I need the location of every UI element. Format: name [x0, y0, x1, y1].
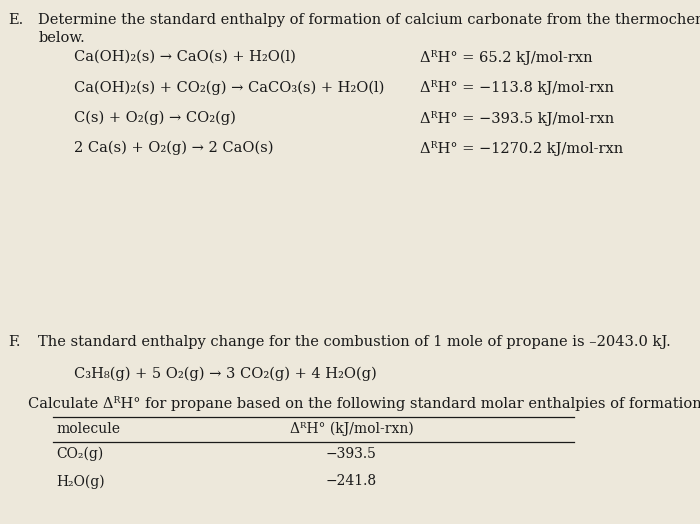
Text: molecule: molecule — [56, 422, 120, 436]
Text: Ca(OH)₂(s) → CaO(s) + H₂O(l): Ca(OH)₂(s) → CaO(s) + H₂O(l) — [74, 50, 295, 64]
Text: C(s) + O₂(g) → CO₂(g): C(s) + O₂(g) → CO₂(g) — [74, 111, 235, 125]
Text: Ca(OH)₂(s) + CO₂(g) → CaCO₃(s) + H₂O(l): Ca(OH)₂(s) + CO₂(g) → CaCO₃(s) + H₂O(l) — [74, 80, 384, 94]
Text: ΔᴿH° (kJ/mol-rxn): ΔᴿH° (kJ/mol-rxn) — [290, 422, 414, 436]
Text: H₂O(g): H₂O(g) — [56, 474, 104, 488]
Text: −393.5: −393.5 — [326, 447, 377, 461]
Text: C₃H₈(g) + 5 O₂(g) → 3 CO₂(g) + 4 H₂O(g): C₃H₈(g) + 5 O₂(g) → 3 CO₂(g) + 4 H₂O(g) — [74, 367, 377, 381]
Text: −241.8: −241.8 — [326, 474, 377, 488]
Text: CO₂(g): CO₂(g) — [56, 447, 104, 461]
Text: below.: below. — [38, 31, 85, 46]
Text: Determine the standard enthalpy of formation of calcium carbonate from the therm: Determine the standard enthalpy of forma… — [38, 13, 700, 27]
Text: Calculate ΔᴿH° for propane based on the following standard molar enthalpies of f: Calculate ΔᴿH° for propane based on the … — [28, 396, 700, 411]
Text: 2 Ca(s) + O₂(g) → 2 CaO(s): 2 Ca(s) + O₂(g) → 2 CaO(s) — [74, 141, 273, 155]
Text: F.: F. — [8, 335, 21, 350]
Text: The standard enthalpy change for the combustion of 1 mole of propane is –2043.0 : The standard enthalpy change for the com… — [38, 335, 671, 350]
Text: ΔᴿH° = 65.2 kJ/mol-rxn: ΔᴿH° = 65.2 kJ/mol-rxn — [420, 50, 593, 65]
Text: ΔᴿH° = −1270.2 kJ/mol-rxn: ΔᴿH° = −1270.2 kJ/mol-rxn — [420, 141, 623, 156]
Text: E.: E. — [8, 13, 24, 27]
Text: ΔᴿH° = −113.8 kJ/mol-rxn: ΔᴿH° = −113.8 kJ/mol-rxn — [420, 80, 614, 95]
Text: ΔᴿH° = −393.5 kJ/mol-rxn: ΔᴿH° = −393.5 kJ/mol-rxn — [420, 111, 615, 126]
